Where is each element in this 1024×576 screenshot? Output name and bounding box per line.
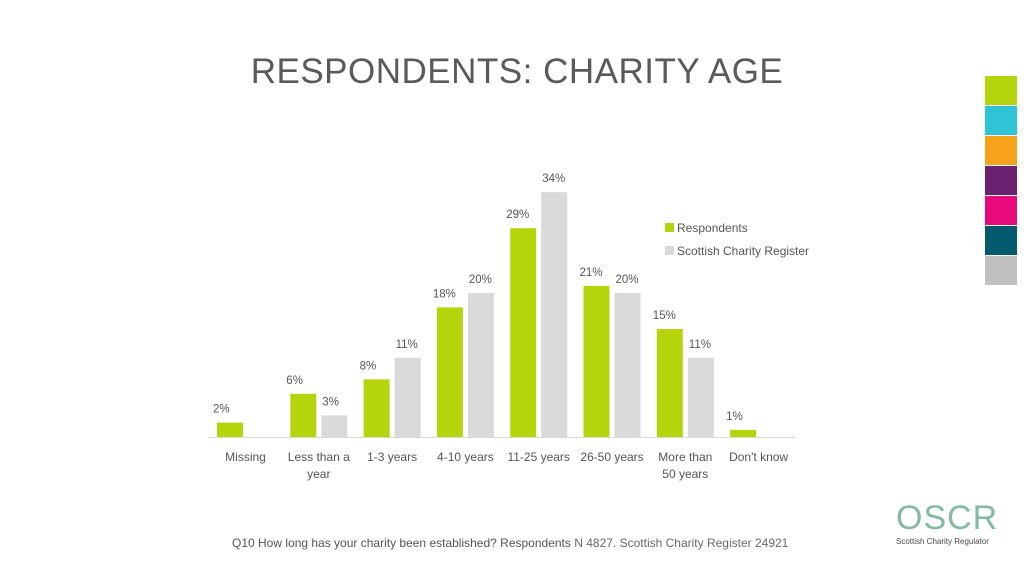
- bar-scottish-charity-register-1-3-years: [394, 357, 421, 437]
- bar-scottish-charity-register-11-25-years: [541, 192, 568, 437]
- swatch-teal: [985, 226, 1017, 256]
- legend-key-register: [665, 246, 674, 255]
- data-label-scottish-charity-register-4-10-years: 20%: [469, 274, 492, 286]
- bar-scottish-charity-register-more-than-50-years: [687, 357, 714, 437]
- data-label-respondents-less-than-a-year: 6%: [286, 375, 303, 387]
- swatch-grey: [985, 256, 1017, 286]
- tick-label-more-than-50-years-line1: More than: [658, 450, 712, 464]
- bar-respondents-4-10-years: [436, 307, 463, 437]
- data-label-scottish-charity-register-11-25-years: 34%: [542, 173, 565, 185]
- data-label-respondents-1-3-years: 8%: [360, 360, 377, 372]
- swatch-pink: [985, 196, 1017, 226]
- logo-wordmark: OSCR: [896, 499, 999, 537]
- tick-label-don-t-know: Don't know: [729, 450, 788, 464]
- swatch-orange: [985, 136, 1017, 166]
- data-label-respondents-11-25-years: 29%: [506, 209, 529, 221]
- data-label-scottish-charity-register-1-3-years: 11%: [396, 339, 418, 351]
- bar-scottish-charity-register-less-than-a-year: [321, 415, 348, 437]
- tick-label-missing: Missing: [225, 450, 266, 464]
- swatch-cyan: [985, 106, 1017, 136]
- tick-label-11-25-years: 11-25 years: [507, 450, 569, 464]
- data-label-respondents-4-10-years: 18%: [433, 288, 456, 300]
- legend-key-respondents: [665, 223, 674, 232]
- bar-respondents-11-25-years: [510, 228, 537, 437]
- tick-label-4-10-years: 4-10 years: [437, 450, 494, 464]
- legend-item-register: Scottish Charity Register: [665, 239, 809, 262]
- bar-scottish-charity-register-26-50-years: [614, 293, 641, 437]
- footnote: Q10 How long has your charity been estab…: [232, 536, 788, 550]
- swatch-purple: [985, 166, 1017, 196]
- legend-item-respondents: Respondents: [665, 216, 809, 239]
- legend-label-register: Scottish Charity Register: [677, 243, 810, 258]
- data-label-respondents-missing: 2%: [213, 404, 230, 416]
- data-label-scottish-charity-register-26-50-years: 20%: [616, 274, 639, 286]
- data-label-respondents-don-t-know: 1%: [726, 411, 743, 423]
- bar-respondents-less-than-a-year: [290, 393, 317, 437]
- legend-label-respondents: Respondents: [677, 220, 748, 235]
- data-label-respondents-more-than-50-years: 15%: [653, 310, 676, 322]
- tick-label-less-than-a-year-line2: year: [307, 467, 330, 481]
- bar-respondents-missing: [217, 422, 243, 437]
- tick-label-more-than-50-years-line2: 50 years: [662, 467, 708, 481]
- bar-respondents-1-3-years: [363, 379, 390, 437]
- bar-respondents-more-than-50-years: [656, 329, 683, 437]
- tick-label-26-50-years: 26-50 years: [580, 450, 643, 464]
- footnote-sample: N 4827. Scottish Charity Register 24921: [574, 536, 789, 550]
- tick-label-1-3-years: 1-3 years: [367, 450, 417, 464]
- bar-scottish-charity-register-4-10-years: [467, 293, 494, 437]
- data-label-respondents-26-50-years: 21%: [580, 267, 603, 279]
- oscr-logo: OSCR Scottish Charity Regulator: [896, 499, 999, 546]
- logo-subtitle: Scottish Charity Regulator: [896, 537, 989, 546]
- bar-respondents-26-50-years: [583, 285, 610, 437]
- swatch-green: [985, 76, 1017, 106]
- page-title: RESPONDENTS: CHARITY AGE: [250, 52, 784, 91]
- tick-label-less-than-a-year-line1: Less than a: [288, 450, 350, 464]
- chart-legend: Respondents Scottish Charity Register: [665, 216, 809, 262]
- data-label-scottish-charity-register-less-than-a-year: 3%: [322, 396, 339, 408]
- color-swatch-strip: [985, 76, 1017, 286]
- bar-respondents-don-t-know: [730, 429, 757, 437]
- data-label-scottish-charity-register-more-than-50-years: 11%: [689, 339, 711, 351]
- footnote-question: Q10 How long has your charity been estab…: [232, 536, 571, 550]
